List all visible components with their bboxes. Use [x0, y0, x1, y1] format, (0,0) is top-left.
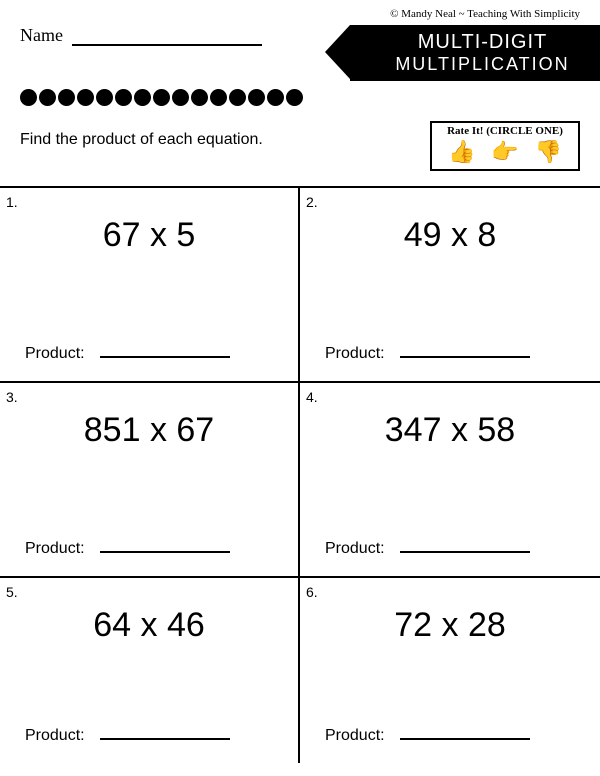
equation-text: 72 x 28 [315, 586, 585, 645]
dot-icon [39, 89, 56, 106]
thumbs-row: 👍 👉 👎 [440, 137, 570, 165]
problems-grid: 1. 67 x 5 Product: 2. 49 x 8 Product: 3.… [0, 186, 600, 763]
dot-icon [191, 89, 208, 106]
name-input-line[interactable] [72, 28, 262, 46]
problem-number: 4. [306, 389, 318, 405]
equation-text: 49 x 8 [315, 196, 585, 255]
product-label: Product: [325, 727, 385, 745]
grid-row-1: 1. 67 x 5 Product: 2. 49 x 8 Product: [0, 188, 600, 383]
problem-number: 3. [6, 389, 18, 405]
title-line-2: MULTIPLICATION [390, 54, 575, 75]
equation-text: 67 x 5 [15, 196, 283, 255]
title-line-1: MULTI-DIGIT [390, 31, 575, 54]
dot-icon [172, 89, 189, 106]
dot-icon [115, 89, 132, 106]
problem-cell-3: 3. 851 x 67 Product: [0, 383, 300, 576]
problem-cell-1: 1. 67 x 5 Product: [0, 188, 300, 381]
thumbs-side-icon[interactable]: 👉 [491, 139, 518, 165]
dot-icon [96, 89, 113, 106]
product-answer-line[interactable] [400, 551, 530, 553]
problem-number: 5. [6, 584, 18, 600]
dot-icon [210, 89, 227, 106]
product-row: Product: [25, 345, 283, 363]
name-section: Name [20, 25, 350, 46]
product-label: Product: [25, 345, 85, 363]
dot-icon [229, 89, 246, 106]
dot-icon [20, 89, 37, 106]
product-answer-line[interactable] [400, 738, 530, 740]
product-row: Product: [25, 727, 283, 745]
dot-icon [248, 89, 265, 106]
dot-icon [153, 89, 170, 106]
equation-text: 64 x 46 [15, 586, 283, 645]
grid-row-2: 3. 851 x 67 Product: 4. 347 x 58 Product… [0, 383, 600, 578]
dot-icon [134, 89, 151, 106]
grid-row-3: 5. 64 x 46 Product: 6. 72 x 28 Product: [0, 578, 600, 763]
equation-text: 347 x 58 [315, 391, 585, 450]
thumbs-down-icon[interactable]: 👎 [535, 139, 562, 165]
product-label: Product: [325, 345, 385, 363]
dot-icon [286, 89, 303, 106]
problem-cell-6: 6. 72 x 28 Product: [300, 578, 600, 763]
product-answer-line[interactable] [100, 551, 230, 553]
product-row: Product: [325, 727, 585, 745]
product-row: Product: [325, 345, 585, 363]
problem-number: 6. [306, 584, 318, 600]
dot-icon [58, 89, 75, 106]
instruction-row: Find the product of each equation. Rate … [0, 111, 600, 171]
instruction-text: Find the product of each equation. [20, 121, 263, 149]
rate-label: Rate It! (CIRCLE ONE) [440, 125, 570, 137]
title-banner: MULTI-DIGIT MULTIPLICATION [350, 25, 600, 81]
dot-icon [267, 89, 284, 106]
decorative-dots [0, 81, 600, 111]
product-answer-line[interactable] [100, 356, 230, 358]
copyright-text: © Mandy Neal ~ Teaching With Simplicity [390, 8, 580, 20]
equation-text: 851 x 67 [15, 391, 283, 450]
product-label: Product: [25, 727, 85, 745]
product-row: Product: [325, 540, 585, 558]
product-answer-line[interactable] [100, 738, 230, 740]
problem-cell-2: 2. 49 x 8 Product: [300, 188, 600, 381]
dot-icon [77, 89, 94, 106]
thumbs-up-icon[interactable]: 👍 [448, 139, 475, 165]
product-label: Product: [325, 540, 385, 558]
product-label: Product: [25, 540, 85, 558]
problem-number: 1. [6, 194, 18, 210]
product-answer-line[interactable] [400, 356, 530, 358]
problem-number: 2. [306, 194, 318, 210]
name-label: Name [20, 25, 63, 46]
problem-cell-4: 4. 347 x 58 Product: [300, 383, 600, 576]
rate-it-box: Rate It! (CIRCLE ONE) 👍 👉 👎 [430, 121, 580, 171]
product-row: Product: [25, 540, 283, 558]
problem-cell-5: 5. 64 x 46 Product: [0, 578, 300, 763]
